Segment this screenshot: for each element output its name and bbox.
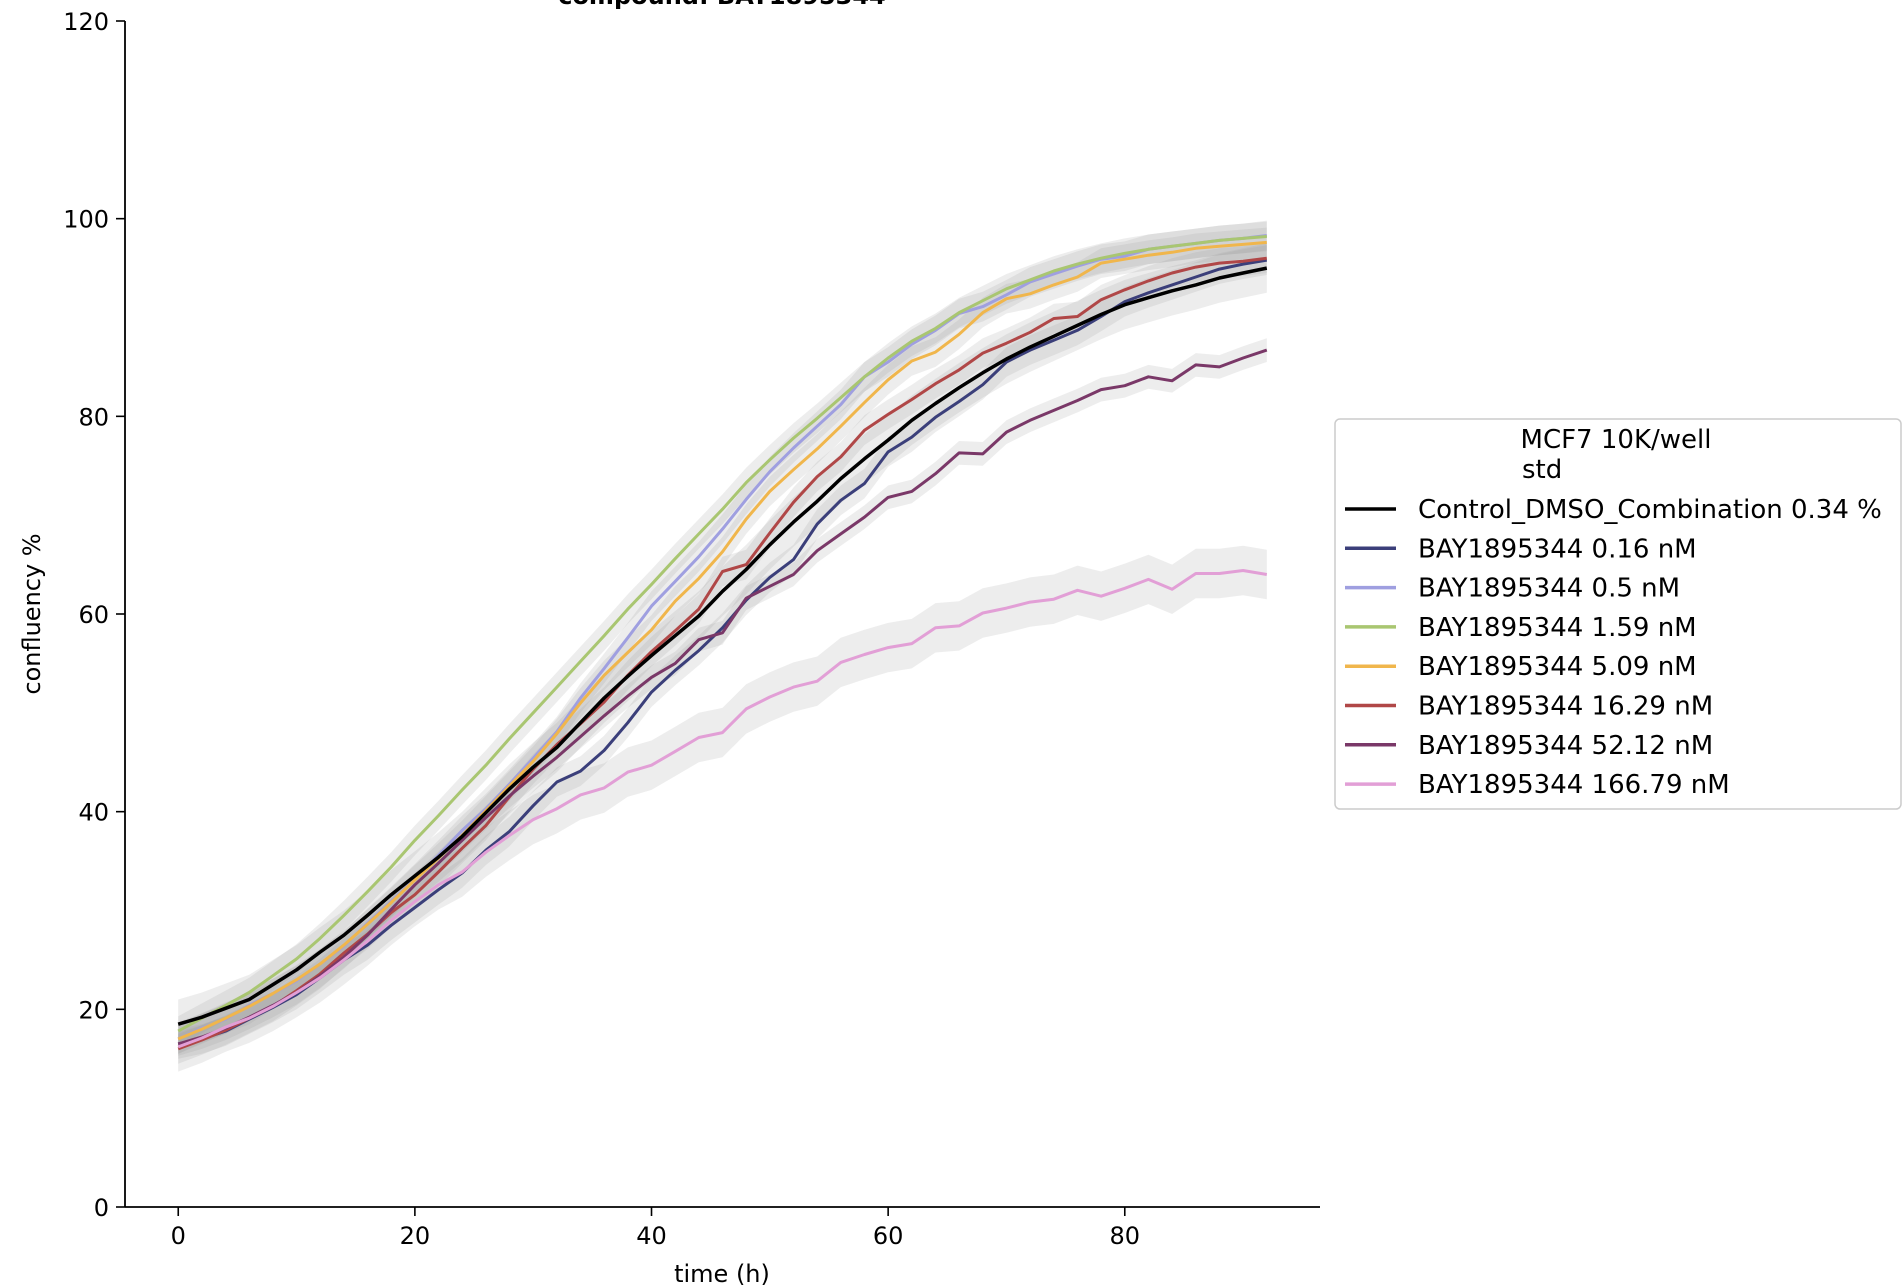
std-band-7 bbox=[178, 545, 1267, 1072]
legend-title-line-1: MCF7 10K/well bbox=[1521, 425, 1712, 455]
axes: 0 20 40 60 80 0 20 40 60 80 100 120 bbox=[63, 8, 1320, 1250]
series-lines bbox=[177, 234, 1268, 1051]
legend-label-4: BAY1895344 5.09 nM bbox=[1418, 652, 1697, 682]
y-tick-label-0: 0 bbox=[94, 1194, 109, 1222]
y-tick-label-20: 20 bbox=[78, 996, 109, 1024]
x-tick-label-60: 60 bbox=[873, 1222, 904, 1250]
legend-title-line-2: std bbox=[1522, 455, 1562, 485]
legend-label-6: BAY1895344 52.12 nM bbox=[1418, 731, 1713, 761]
legend-label-1: BAY1895344 0.16 nM bbox=[1418, 534, 1697, 564]
chart-title: compound: BAY1895344 bbox=[558, 0, 886, 10]
series-line-3 bbox=[177, 235, 1267, 1033]
legend-label-3: BAY1895344 1.59 nM bbox=[1418, 613, 1697, 643]
y-tick-label-40: 40 bbox=[78, 799, 109, 827]
legend-frame bbox=[1334, 418, 1902, 810]
x-tick-label-0: 0 bbox=[171, 1222, 186, 1250]
series-line-0 bbox=[177, 266, 1268, 1026]
legend-label-5: BAY1895344 16.29 nM bbox=[1418, 692, 1713, 722]
legend-label-2: BAY1895344 0.5 nM bbox=[1418, 574, 1680, 604]
x-tick-label-40: 40 bbox=[636, 1222, 667, 1250]
y-tick-label-60: 60 bbox=[78, 601, 109, 629]
x-tick-label-80: 80 bbox=[1110, 1222, 1141, 1250]
series-line-6 bbox=[177, 348, 1268, 1046]
x-tick-label-20: 20 bbox=[400, 1222, 431, 1250]
series-line-1 bbox=[177, 258, 1268, 1046]
std-band-3 bbox=[178, 221, 1267, 1046]
legend-label-0: Control_DMSO_Combination 0.34 % bbox=[1418, 495, 1882, 525]
legend: MCF7 10K/well std Control_DMSO_Combinati… bbox=[1334, 418, 1902, 810]
legend-label-7: BAY1895344 166.79 nM bbox=[1418, 770, 1730, 800]
y-tick-label-80: 80 bbox=[78, 403, 109, 431]
std-bands bbox=[178, 220, 1267, 1072]
y-tick-label-100: 100 bbox=[63, 206, 109, 234]
x-axis-label: time (h) bbox=[674, 1260, 770, 1285]
y-axis-label: confluency % bbox=[18, 533, 46, 694]
series-line-4 bbox=[177, 240, 1267, 1041]
series-line-7 bbox=[177, 569, 1268, 1049]
y-tick-label-120: 120 bbox=[63, 8, 109, 36]
legend-items: Control_DMSO_Combination 0.34 % BAY189534… bbox=[1345, 495, 1882, 800]
